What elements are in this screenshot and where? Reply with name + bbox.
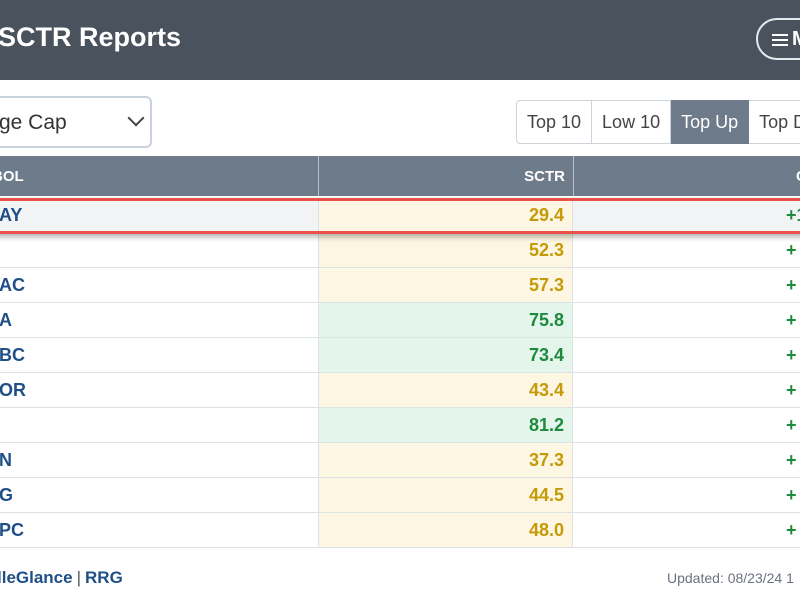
top-down-button[interactable]: Top Do [749,100,800,144]
universe-select[interactable]: rge Cap [0,96,152,148]
column-header-change[interactable]: C [796,156,800,196]
menu-button-label: M [792,28,800,50]
column-divider [318,156,319,196]
table-row[interactable]: N 37.3 + [0,443,800,478]
change-value: + [786,520,797,540]
table-row[interactable]: A 75.8 + [0,303,800,338]
symbol-link[interactable]: AC [0,275,25,295]
column-divider [573,156,574,196]
sctr-value: 37.3 [318,443,573,477]
table-body: AY 29.4 +1 52.3 + AC 57.3 + A 75.8 + BC … [0,198,800,548]
app-header: SCTR Reports M [0,0,800,80]
top-10-button[interactable]: Top 10 [516,100,593,144]
symbol-link[interactable]: A [0,310,12,330]
table-header: BOL SCTR C [0,156,800,196]
symbol-link[interactable]: BC [0,345,25,365]
table-row[interactable]: 52.3 + [0,233,800,268]
column-header-sctr[interactable]: SCTR [524,168,565,185]
sctr-value: 44.5 [318,478,573,512]
change-value: + [786,240,797,260]
filter-button-group: Top 10 Low 10 Top Up Top Do [516,100,800,144]
table-row[interactable]: PC 48.0 + [0,513,800,548]
symbol-link[interactable]: PC [0,520,25,540]
page-title: SCTR Reports [0,22,182,52]
hamburger-icon [772,33,788,46]
footer-links: lleGlance | RRG [0,568,123,588]
table-row[interactable]: 81.2 + [0,408,800,443]
symbol-link[interactable]: N [0,450,12,470]
sctr-value: 43.4 [318,373,573,407]
menu-button[interactable]: M [756,18,800,60]
table-row[interactable]: G 44.5 + [0,478,800,513]
change-value: + [786,310,797,330]
universe-select-value: rge Cap [0,111,67,134]
sctr-value: 48.0 [318,513,573,547]
sctr-value: 57.3 [318,268,573,302]
sctr-value: 81.2 [318,408,573,442]
updated-timestamp: Updated: 08/23/24 1 [667,570,794,586]
table-row[interactable]: BC 73.4 + [0,338,800,373]
symbol-link[interactable]: OR [0,380,26,400]
change-value: + [786,485,797,505]
low-10-button[interactable]: Low 10 [592,100,672,144]
sctr-value: 75.8 [318,303,573,337]
symbol-link[interactable]: AY [0,205,23,225]
footer-separator: | [76,568,82,587]
table-row[interactable]: AY 29.4 +1 [0,198,800,233]
top-up-button[interactable]: Top Up [671,100,750,144]
change-value: + [786,415,797,435]
change-value: + [786,380,797,400]
sctr-value: 52.3 [318,233,573,267]
candleglance-link[interactable]: lleGlance [0,568,73,587]
change-value: +1 [786,205,800,225]
chevron-down-icon [127,109,145,127]
table-row[interactable]: AC 57.3 + [0,268,800,303]
sctr-value: 29.4 [318,198,573,232]
change-value: + [786,275,797,295]
table-row[interactable]: OR 43.4 + [0,373,800,408]
change-value: + [786,450,797,470]
rrg-link[interactable]: RRG [85,568,123,587]
sctr-value: 73.4 [318,338,573,372]
change-value: + [786,345,797,365]
symbol-link[interactable]: G [0,485,14,505]
column-header-symbol[interactable]: BOL [0,168,24,185]
